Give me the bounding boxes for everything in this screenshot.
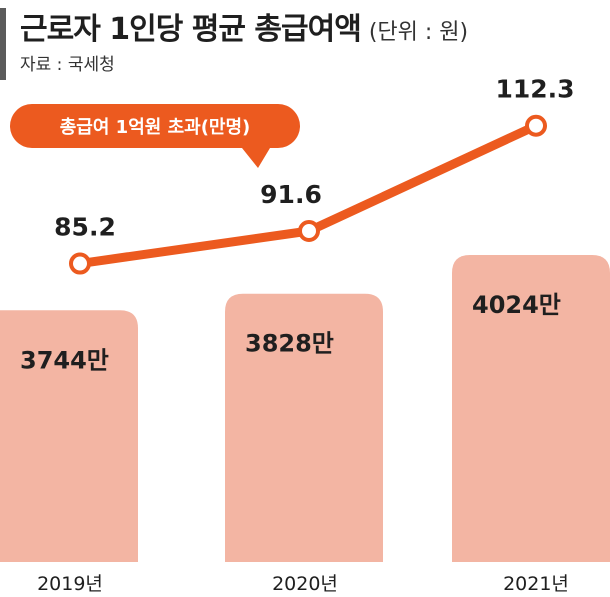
line-value-label-1: 91.6 — [260, 180, 322, 209]
callout-bubble: 총급여 1억원 초과(만명) — [10, 104, 300, 168]
line-group: 85.2 91.6 112.3 — [54, 75, 575, 275]
line-value-label-0: 85.2 — [54, 213, 116, 242]
title-accent-bar — [0, 8, 6, 80]
bar-value-label-0: 3744만 — [20, 346, 109, 374]
bar-0 — [0, 310, 138, 562]
chart-title-text: 근로자 1인당 평균 총급여액 — [20, 12, 362, 47]
chart-source: 자료 : 국세청 — [20, 55, 115, 75]
bar-value-label-2: 4024만 — [472, 291, 561, 319]
line-point-1 — [298, 220, 320, 243]
callout-shape — [10, 104, 300, 168]
x-tick-label-1: 2020년 — [272, 573, 338, 595]
line-value-label-2: 112.3 — [495, 75, 574, 104]
callout-label: 총급여 1억원 초과(만명) — [60, 117, 251, 138]
line-point-0 — [69, 252, 91, 275]
line-point-2 — [525, 114, 547, 137]
bar-1 — [225, 293, 383, 562]
bars-group: 3744만 3828만 4024만 — [0, 255, 610, 562]
x-axis-labels: 2019년 2020년 2021년 — [37, 573, 569, 595]
chart-title: 근로자 1인당 평균 총급여액 (단위 : 원) — [20, 4, 468, 48]
x-tick-label-2: 2021년 — [503, 573, 569, 595]
x-tick-label-0: 2019년 — [37, 573, 103, 595]
bar-value-label-1: 3828만 — [245, 330, 334, 358]
chart-unit: (단위 : 원) — [368, 20, 469, 45]
bar-2 — [452, 255, 610, 562]
